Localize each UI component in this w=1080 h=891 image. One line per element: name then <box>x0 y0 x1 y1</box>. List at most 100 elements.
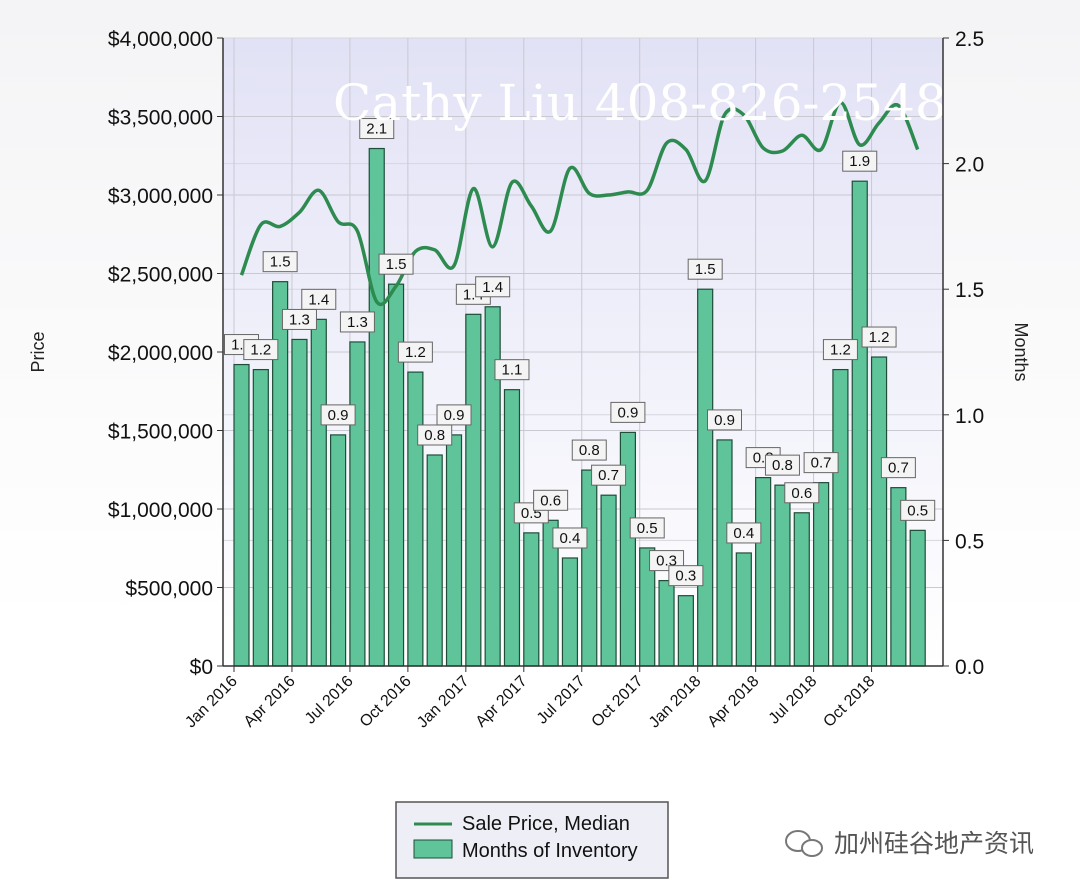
x-tick-label: Oct 2016 <box>357 673 415 731</box>
bar-months-of-inventory <box>909 529 926 667</box>
line-sale-price-median <box>239 100 920 307</box>
x-tick-label: Apr 2018 <box>705 673 763 731</box>
data-label-text: 1.5 <box>270 254 291 271</box>
right-tick-label: 0.0 <box>955 656 984 679</box>
x-tick-label: Jul 2017 <box>534 673 589 728</box>
data-label-box <box>320 404 356 426</box>
data-label-text: 1.4 <box>308 291 329 308</box>
data-label-box <box>822 339 858 361</box>
data-label: 0.9 <box>436 404 472 426</box>
x-tick-label: Apr 2017 <box>473 673 531 731</box>
data-label-box <box>861 326 897 348</box>
data-label: 0.4 <box>552 527 588 549</box>
bar-months-of-inventory <box>581 469 598 667</box>
data-label: 0.8 <box>764 454 800 476</box>
data-label-text: 0.3 <box>675 568 696 585</box>
data-label: 1.4 <box>475 276 511 298</box>
footer-brand: 加州硅谷地产资讯 <box>785 829 1034 858</box>
data-label: 0.4 <box>726 522 762 544</box>
bar-months-of-inventory <box>793 512 810 667</box>
data-label: 1.2 <box>397 341 433 363</box>
data-label-box <box>552 527 588 549</box>
x-tick-label: Oct 2018 <box>820 673 878 731</box>
data-label: 1.2 <box>243 339 279 361</box>
data-label-text: 1.2 <box>869 329 890 346</box>
x-tick-label: Jul 2016 <box>302 673 357 728</box>
data-label: 0.9 <box>707 409 742 431</box>
inventory-bars <box>233 147 926 667</box>
bar-months-of-inventory <box>600 494 617 667</box>
data-label-text: 0.9 <box>444 407 465 424</box>
data-label: 1.1 <box>494 359 530 381</box>
data-label-box <box>378 253 414 275</box>
data-label-box <box>764 454 800 476</box>
footer-brand-text: 加州硅谷地产资讯 <box>834 829 1034 858</box>
data-label-text: 0.9 <box>617 404 638 421</box>
data-label: 0.7 <box>803 452 839 474</box>
data-label: 0.6 <box>784 482 820 504</box>
bar-months-of-inventory <box>330 434 347 667</box>
right-tick-label: 2.0 <box>955 154 984 177</box>
bar-months-of-inventory <box>407 371 424 667</box>
bar-months-of-inventory <box>291 338 308 667</box>
bar-months-of-inventory <box>735 552 752 667</box>
data-label-box <box>301 288 337 310</box>
data-label-text: 1.5 <box>695 261 716 278</box>
data-label: 0.3 <box>668 565 704 587</box>
left-tick-label: $500,000 <box>125 578 213 601</box>
data-label: 1.5 <box>378 253 414 275</box>
x-tick-label: Jan 2017 <box>414 673 473 732</box>
data-label: 0.5 <box>629 517 665 539</box>
bar-months-of-inventory <box>368 147 385 667</box>
x-tick-label: Oct 2017 <box>589 673 647 731</box>
data-label-box <box>629 517 665 539</box>
data-label-text: 1.1 <box>502 362 523 379</box>
left-axis-title: Price <box>28 331 48 372</box>
data-label-text: 1.5 <box>386 256 407 273</box>
data-label-text: 0.8 <box>579 442 600 459</box>
left-tick-label: $3,000,000 <box>108 185 213 208</box>
bar-months-of-inventory <box>812 482 830 667</box>
data-label: 1.5 <box>262 251 298 273</box>
data-label-box <box>397 341 433 363</box>
data-label-box <box>339 311 375 333</box>
bar-months-of-inventory <box>426 454 443 667</box>
bar-data-labels: 1.2 1.2 1.5 1.3 1.4 0.9 1.3 2.1 1.5 1.2 0.8 0.9 1.4 1… <box>224 118 936 587</box>
data-label: 1.5 <box>687 258 723 280</box>
data-label-box <box>707 409 742 431</box>
bar-months-of-inventory <box>832 368 849 667</box>
bar-months-of-inventory <box>677 595 694 667</box>
data-label: 0.9 <box>320 404 356 426</box>
data-label: 1.3 <box>281 308 317 330</box>
left-tick-label: $2,000,000 <box>108 342 213 365</box>
data-label-box <box>243 339 279 361</box>
data-label: 0.6 <box>533 489 569 511</box>
data-label-text: 0.5 <box>907 502 928 519</box>
bar-months-of-inventory <box>503 389 521 667</box>
data-label-text: 0.8 <box>424 427 445 444</box>
data-label: 0.5 <box>900 499 936 521</box>
data-label-text: 0.6 <box>540 492 561 509</box>
data-label-box <box>262 251 298 273</box>
data-label-text: 0.9 <box>714 412 735 429</box>
bar-months-of-inventory <box>774 484 791 667</box>
x-tick-label: Jul 2018 <box>766 673 821 728</box>
right-tick-label: 1.0 <box>955 405 984 428</box>
right-axis-title: Months <box>1011 322 1031 381</box>
legend-entry-inventory: Months of Inventory <box>462 840 638 862</box>
data-label: 1.2 <box>861 326 897 348</box>
data-label-box <box>417 424 453 446</box>
data-label-box <box>880 457 916 479</box>
legend-entry-price: Sale Price, Median <box>462 813 630 835</box>
legend-swatch-bar <box>413 839 453 859</box>
data-label-text: 1.3 <box>289 311 310 328</box>
data-label: 0.9 <box>610 401 646 423</box>
left-tick-label: $2,500,000 <box>108 264 213 287</box>
data-label-box <box>359 118 395 140</box>
data-label-text: 1.3 <box>347 314 368 331</box>
bar-months-of-inventory <box>233 363 250 667</box>
data-label-text: 0.4 <box>733 525 754 542</box>
data-label-text: 0.4 <box>560 530 581 547</box>
data-label-box <box>591 464 627 486</box>
